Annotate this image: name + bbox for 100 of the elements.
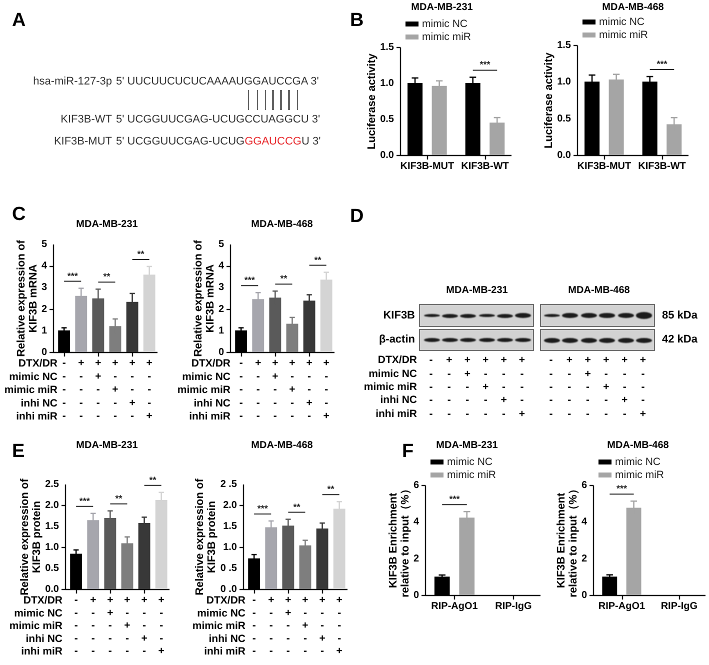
- x-tick-label: KIF3B-MUT: [577, 161, 632, 172]
- category-label: KIF3B-MUT: [54, 136, 112, 148]
- annotation: **: [293, 502, 301, 512]
- x-tick-label: - - - - -: [62, 357, 66, 422]
- annotation: **: [137, 248, 145, 259]
- text: MDA-MB-231: [446, 285, 508, 297]
- text: B: [350, 10, 364, 32]
- x-axis-title: DTX/DR mimic NC mimic miR inhi NC inhi miR: [9, 594, 63, 658]
- legend-label: mimic miR: [615, 469, 664, 481]
- x-tick-label: + - - - +: [158, 594, 164, 658]
- annotation: **: [280, 274, 288, 284]
- x-axis-title: DTX/DR mimic NC mimic miR inhi NC inhi miR: [177, 358, 231, 423]
- x-tick-label: + - + - -: [124, 594, 130, 658]
- y-tick-label: 1.0: [380, 78, 394, 89]
- legend-label: mimic NC: [615, 456, 661, 468]
- y-axis-title: Relative expression of KIF3B protein: [19, 478, 43, 596]
- x-tick-label: + - - - +: [336, 594, 342, 658]
- legend-label: mimic NC: [447, 456, 493, 468]
- annotation: ***: [616, 484, 628, 494]
- y-axis-title: Relative expression of KIF3B mRNA: [15, 240, 40, 357]
- annotation: ***: [480, 60, 491, 70]
- x-tick-label: + - - - +: [146, 357, 152, 422]
- x-tick-label: + - - - -: [90, 594, 96, 658]
- annotation: ***: [244, 275, 256, 286]
- y-tick-label: 0.0: [380, 150, 394, 161]
- y-tick-label: 1.0: [45, 542, 60, 553]
- text: F: [402, 441, 414, 463]
- annotation: **: [327, 484, 335, 494]
- chart-title: MDA-MB-468: [602, 2, 664, 14]
- annotation: **: [115, 493, 123, 504]
- y-tick-label: 2: [413, 553, 420, 564]
- annotation: ***: [449, 494, 460, 504]
- bar: [299, 545, 312, 589]
- y-tick-label: 1: [41, 325, 48, 336]
- chart-title: MDA-MB-231: [76, 440, 138, 452]
- y-tick-label: 2.0: [45, 500, 60, 511]
- y-tick-label: 2.5: [45, 479, 60, 490]
- y-tick-label: 2 .5: [220, 479, 238, 490]
- x-tick-label: + - - + -: [319, 594, 326, 658]
- text: DTX/DR mimic NC mimic miR inhi NC inhi miR: [364, 354, 417, 421]
- y-tick-label: 2: [581, 553, 588, 564]
- y-tick-label: 3: [218, 282, 224, 294]
- legend-label: mimic miR: [599, 29, 648, 41]
- y-tick-label: 0.5: [45, 563, 60, 574]
- y-tick-label: 6: [413, 480, 420, 491]
- x-tick-label: + - + - -: [289, 357, 296, 422]
- text: A: [12, 10, 26, 32]
- y-tick-label: 1.0: [223, 542, 238, 553]
- bar: [432, 86, 447, 155]
- bar: [608, 79, 624, 155]
- y-tick-label: 0.0: [557, 150, 572, 161]
- x-tick-label: + - - - -: [78, 357, 84, 422]
- x-tick-label: KIF3B-WT: [638, 161, 686, 172]
- annotation: ***: [257, 503, 268, 514]
- y-tick-label: 0.0: [45, 584, 60, 595]
- text: MDA-MB-468: [568, 285, 630, 297]
- y-tick-label: 0: [41, 347, 48, 358]
- y-tick-label: 6: [581, 480, 588, 491]
- text: C: [12, 204, 26, 226]
- x-tick-label: + - + - -: [112, 357, 118, 422]
- annotation: ***: [656, 59, 668, 70]
- x-tick-label: + + - - -: [272, 357, 278, 422]
- x-tick-label: RIP-AgO1: [431, 601, 478, 612]
- y-tick-label: 2: [41, 304, 48, 315]
- x-tick-label: + - - - -: [268, 594, 274, 658]
- y-axis-title: Luciferase activity: [366, 52, 378, 150]
- x-tick-label: + + - - -: [285, 594, 292, 658]
- x-tick-label: - - - - -: [239, 357, 244, 422]
- x-tick-label: RIP-IgG: [495, 601, 532, 612]
- chart-title: MDA-MB-231: [76, 219, 138, 231]
- chart-title: MDA-MB-468: [251, 440, 313, 452]
- chart-title: MDA-MB-231: [436, 440, 498, 452]
- chart-title: MDA-MB-468: [251, 219, 313, 231]
- x-tick-label: + - - + -: [129, 357, 136, 422]
- x-tick-label: KIF3B-WT: [461, 161, 509, 172]
- y-axis-title: Relative expression of KIF3B protein: [194, 478, 218, 596]
- annotation: **: [314, 254, 322, 265]
- y-tick-label: 0 .0: [220, 584, 238, 595]
- y-axis-title: Luciferase activity: [543, 52, 555, 148]
- annotation: ***: [79, 496, 90, 506]
- x-tick-label: - - - - -: [74, 594, 78, 658]
- chart-title: MDA-MB-231: [411, 2, 473, 14]
- x-tick-label: + - - - +: [323, 357, 330, 422]
- annotation: ***: [67, 270, 78, 281]
- category-label: KIF3B-WT: [60, 114, 112, 126]
- y-tick-label: 1.0: [557, 76, 572, 88]
- y-tick-label: 1: [218, 325, 224, 336]
- x-tick-label: + + - - -: [107, 594, 114, 658]
- x-tick-label: RIP-IgG: [660, 601, 698, 612]
- y-tick-label: 5: [41, 239, 48, 250]
- y-tick-label: 4: [218, 260, 224, 272]
- y-tick-label: 2.0: [223, 500, 238, 511]
- y-tick-label: 0.5: [380, 114, 394, 125]
- text: D: [350, 206, 364, 228]
- x-tick-label: + - - + -: [306, 357, 312, 422]
- x-tick-label: - - - - -: [252, 594, 256, 658]
- y-axis-title: KIF3B Enrichment relative to input（%）: [387, 484, 412, 598]
- y-tick-label: 1.5: [557, 40, 572, 51]
- y-tick-label: 0 .5: [220, 563, 238, 574]
- text: 85 kDa: [662, 309, 698, 322]
